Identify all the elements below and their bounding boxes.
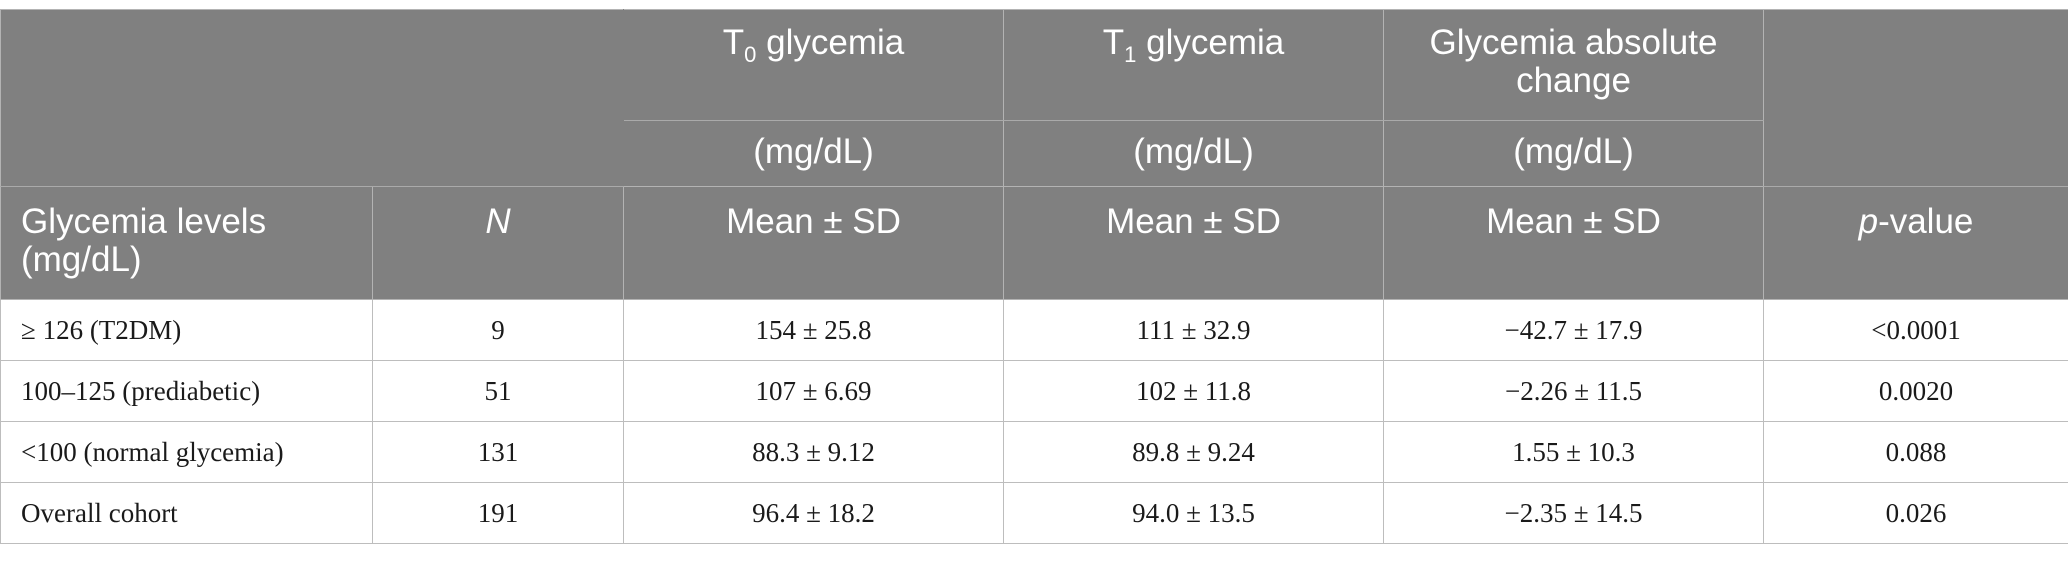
header-unit-t1: (mg/dL)	[1003, 120, 1384, 187]
cell-level: 100–125 (prediabetic)	[0, 360, 373, 422]
table-row: <100 (normal glycemia) 131 88.3 ± 9.12 8…	[0, 421, 2068, 483]
cell-t1: 111 ± 32.9	[1003, 299, 1384, 361]
header-mean-sd-t0: Mean ± SD	[623, 186, 1004, 300]
header-t1-glycemia: T1 glycemia	[1003, 9, 1384, 121]
header-blank-right	[1763, 9, 2068, 187]
header-unit-t0: (mg/dL)	[623, 120, 1004, 187]
cell-t1: 102 ± 11.8	[1003, 360, 1384, 422]
cell-change: −2.35 ± 14.5	[1383, 482, 1764, 544]
cell-p: 0.088	[1763, 421, 2068, 483]
cell-t0: 88.3 ± 9.12	[623, 421, 1004, 483]
cell-p: 0.026	[1763, 482, 2068, 544]
cell-p: <0.0001	[1763, 299, 2068, 361]
header-blank-cell	[0, 9, 624, 187]
cell-n: 9	[372, 299, 624, 361]
header-row-2: (mg/dL) (mg/dL) (mg/dL)	[1, 120, 2068, 187]
cell-change: 1.55 ± 10.3	[1383, 421, 1764, 483]
header-t0-subscript: 0	[744, 42, 757, 67]
header-mean-sd-change: Mean ± SD	[1383, 186, 1764, 300]
cell-t1: 94.0 ± 13.5	[1003, 482, 1384, 544]
header-t0-glycemia: T0 glycemia	[623, 9, 1004, 121]
header-row-1: T0 glycemia T1 glycemia Glycemia absolut…	[0, 9, 2068, 187]
table-row: 100–125 (prediabetic) 51 107 ± 6.69 102 …	[0, 360, 2068, 422]
cell-t1: 89.8 ± 9.24	[1003, 421, 1384, 483]
cell-p: 0.0020	[1763, 360, 2068, 422]
cell-t0: 107 ± 6.69	[623, 360, 1004, 422]
table-row: ≥ 126 (T2DM) 9 154 ± 25.8 111 ± 32.9 −42…	[0, 299, 2068, 361]
header-p-value: p-value	[1763, 186, 2068, 300]
header-glycemia-levels: Glycemia levels (mg/dL)	[0, 186, 373, 300]
cell-level: ≥ 126 (T2DM)	[0, 299, 373, 361]
cell-n: 51	[372, 360, 624, 422]
cell-change: −2.26 ± 11.5	[1383, 360, 1764, 422]
cell-n: 191	[372, 482, 624, 544]
cell-level: Overall cohort	[0, 482, 373, 544]
header-unit-change: (mg/dL)	[1383, 120, 1764, 187]
cell-n: 131	[372, 421, 624, 483]
table-row: Overall cohort 191 96.4 ± 18.2 94.0 ± 13…	[0, 482, 2068, 544]
header-absolute-change: Glycemia absolute change	[1383, 9, 1764, 121]
cell-t0: 154 ± 25.8	[623, 299, 1004, 361]
cell-t0: 96.4 ± 18.2	[623, 482, 1004, 544]
cell-level: <100 (normal glycemia)	[0, 421, 373, 483]
header-t1-subscript: 1	[1124, 42, 1137, 67]
header-n: N	[372, 186, 624, 300]
glycemia-table: T0 glycemia T1 glycemia Glycemia absolut…	[0, 9, 2068, 544]
header-mean-sd-t1: Mean ± SD	[1003, 186, 1384, 300]
cell-change: −42.7 ± 17.9	[1383, 299, 1764, 361]
header-row-3: Glycemia levels (mg/dL) N Mean ± SD Mean…	[0, 186, 2068, 300]
